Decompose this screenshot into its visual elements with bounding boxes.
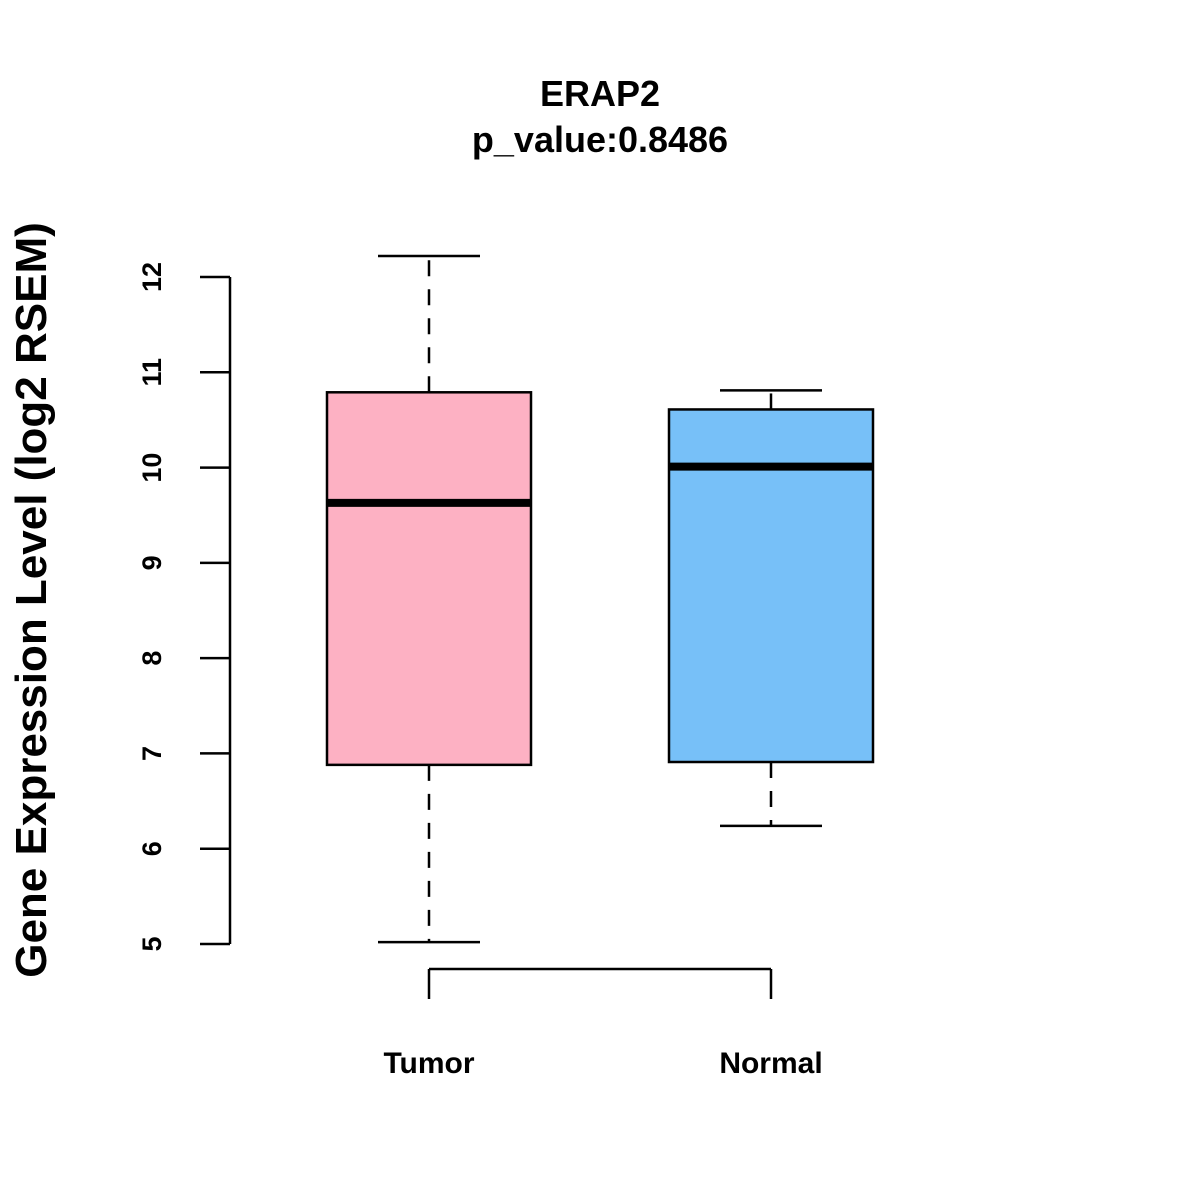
box-body [325, 391, 533, 767]
y-tick-label: 5 [137, 936, 167, 951]
boxes [325, 254, 875, 944]
x-axis: Tumor Normal [383, 967, 823, 1080]
y-tick-label: 6 [137, 841, 167, 856]
box-body [667, 408, 875, 764]
chart-title: ERAP2 [540, 73, 660, 114]
box-normal [667, 389, 875, 828]
y-tick-label: 7 [137, 746, 167, 761]
y-tick-label: 8 [137, 651, 167, 666]
x-tick-label-normal: Normal [719, 1047, 822, 1080]
y-tick-label: 11 [137, 358, 167, 387]
box-tumor [325, 254, 533, 944]
y-tick-label: 9 [137, 555, 167, 570]
chart-subtitle: p_value:0.8486 [472, 119, 728, 160]
x-tick-label-tumor: Tumor [383, 1047, 474, 1080]
y-axis-label: Gene Expression Level (log2 RSEM) [7, 222, 56, 978]
y-axis: 5 6 7 8 9 10 11 12 [137, 262, 232, 952]
y-tick-label: 10 [137, 453, 167, 483]
y-tick-label: 12 [137, 262, 167, 292]
